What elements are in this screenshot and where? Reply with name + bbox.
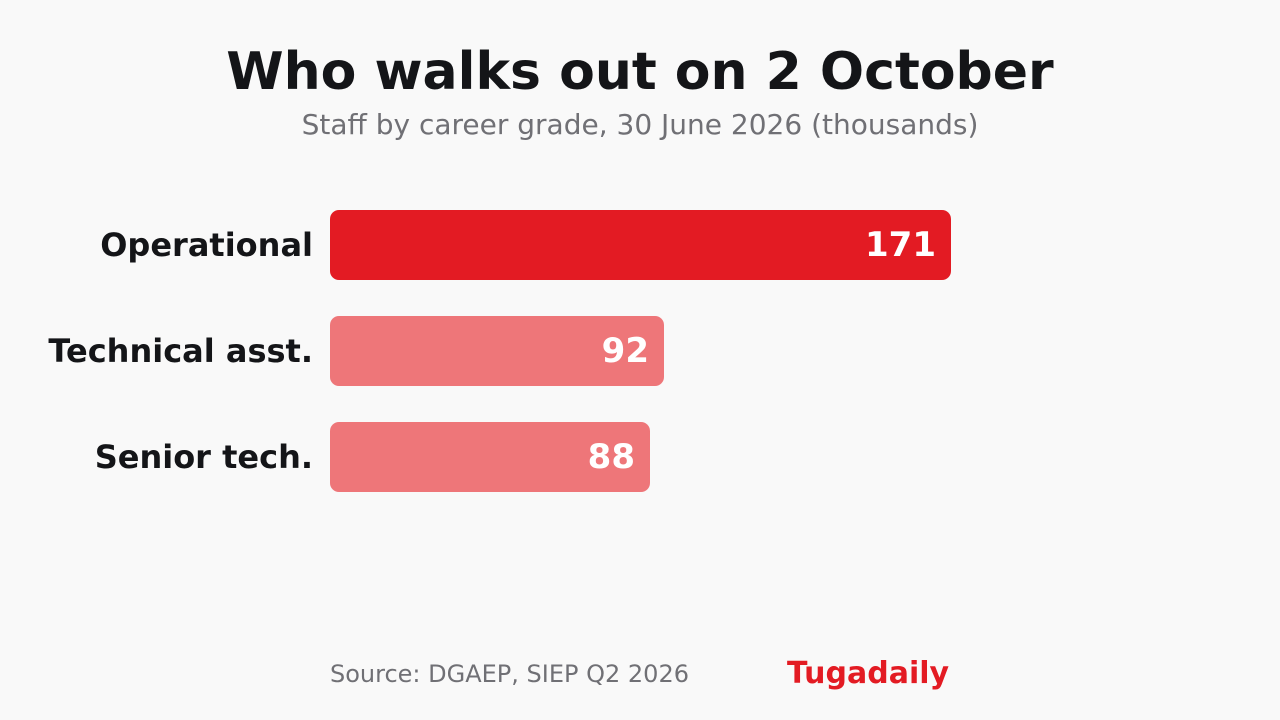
bar-value-label: 171 bbox=[865, 225, 936, 265]
bar bbox=[330, 316, 664, 386]
bar-value-label: 88 bbox=[587, 437, 635, 477]
bar bbox=[330, 210, 951, 280]
brand-logo: Tugadaily bbox=[787, 656, 950, 691]
bar bbox=[330, 422, 650, 492]
source-note: Source: DGAEP, SIEP Q2 2026 bbox=[330, 660, 689, 688]
category-label: Senior tech. bbox=[94, 438, 313, 476]
category-label: Technical asst. bbox=[48, 332, 313, 370]
bar-value-label: 92 bbox=[601, 331, 649, 371]
chart-title: Who walks out on 2 October bbox=[226, 42, 1054, 102]
category-label: Operational bbox=[100, 226, 313, 264]
chart-subtitle: Staff by career grade, 30 June 2026 (tho… bbox=[301, 108, 979, 141]
